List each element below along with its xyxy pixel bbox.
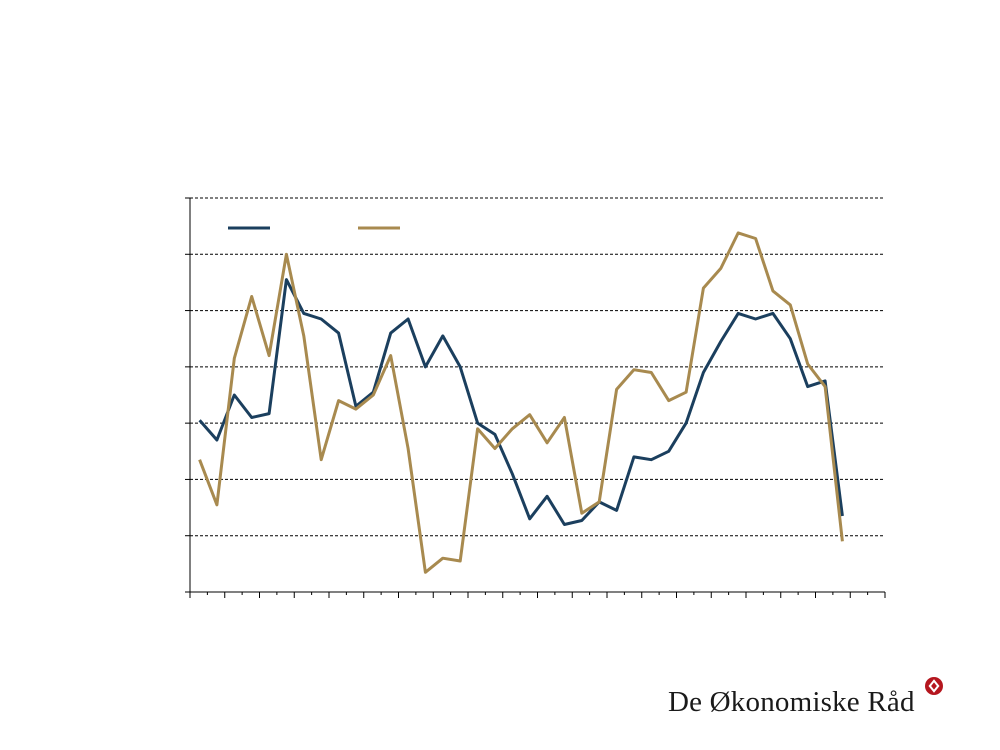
series-line-2 xyxy=(198,231,844,574)
gridlines xyxy=(190,197,885,537)
organisation-logo-text: De Økonomiske Råd xyxy=(668,686,915,718)
series-line-1 xyxy=(198,278,844,526)
roundel-logo-icon xyxy=(925,677,943,695)
series-lines xyxy=(198,231,844,574)
axes xyxy=(185,197,886,598)
